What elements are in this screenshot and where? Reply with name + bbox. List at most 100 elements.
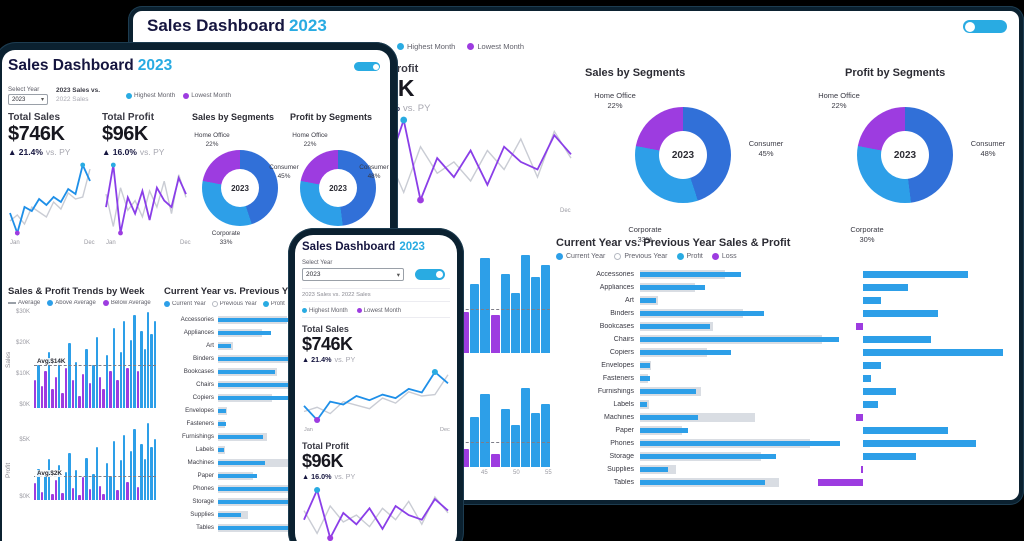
category-row[interactable]: Paper [556, 424, 1010, 437]
compare-row: 2023 Sales vs. 2022 Sales [302, 288, 450, 302]
loss-dot [711, 253, 719, 260]
week-bar [64, 367, 68, 408]
profit-by-month-chart[interactable] [300, 485, 452, 541]
line-chart-svg [386, 116, 572, 204]
week-tick-45: 45 [481, 470, 488, 476]
category-label: Labels [195, 446, 214, 453]
sales-by-month-chart[interactable] [300, 367, 452, 425]
category-row[interactable]: Labels [164, 443, 390, 456]
current-year-bar [218, 369, 275, 374]
weekly-legend[interactable]: Average Above Average Below Average [8, 300, 151, 306]
month-legend[interactable]: Highest Month Lowest Month [397, 42, 524, 51]
category-row[interactable]: Machines [556, 411, 1010, 424]
week-bar [61, 392, 64, 408]
category-bar-chart[interactable]: Accessories Appliances Art Binders Bookcases… [164, 313, 390, 534]
category-row[interactable]: Art [164, 339, 390, 352]
category-row[interactable]: Binders [556, 307, 1010, 320]
category-row[interactable]: Storage [164, 495, 390, 508]
profit-segments-donut[interactable]: 2023 [300, 150, 376, 226]
current-year-bar [218, 512, 242, 517]
sales-bar-track [218, 315, 381, 324]
sales-bar-track [640, 478, 840, 487]
week-bar [102, 389, 105, 408]
legend-lowest-month: Lowest Month [183, 92, 231, 99]
category-row[interactable]: Tables [164, 521, 390, 534]
category-row[interactable]: Fasteners [164, 417, 390, 430]
category-row[interactable]: Fasteners [556, 372, 1010, 385]
week-bar [140, 443, 143, 500]
category-row[interactable]: Accessories [164, 313, 390, 326]
total-sales-value: $746K [8, 123, 65, 145]
highest-month-marker [80, 162, 86, 168]
month-legend[interactable]: Highest Month Lowest Month [126, 92, 231, 99]
year-dropdown[interactable]: 2023 ▾ [302, 268, 404, 281]
category-row[interactable]: Storage [556, 450, 1010, 463]
theme-toggle[interactable] [963, 20, 1007, 33]
legend-highest-month: Highest Month [397, 42, 455, 51]
week-bar [122, 321, 126, 408]
week-bar [105, 355, 109, 408]
legend-previous-year: Previous Year [614, 253, 668, 260]
week-bar [85, 458, 88, 500]
profit-by-month-chart[interactable] [102, 160, 190, 238]
profit-by-month-chart[interactable] [383, 115, 575, 205]
category-row[interactable]: Tables [556, 476, 1010, 489]
compare-current: 2023 Sales vs. [56, 87, 101, 94]
week-bar [47, 352, 51, 408]
category-row[interactable]: Phones [556, 437, 1010, 450]
profit-segments-donut[interactable]: 2023 [857, 107, 953, 203]
week-bar [57, 465, 61, 500]
category-row[interactable]: Labels [556, 398, 1010, 411]
category-row[interactable]: Furnishings [556, 385, 1010, 398]
weekly-profit-chart[interactable] [34, 422, 157, 500]
month-legend[interactable]: Highest Month Lowest Month [302, 304, 450, 318]
sales-segments-donut[interactable]: 2023 [202, 150, 278, 226]
category-row[interactable]: Supplies [556, 463, 1010, 476]
sales-segments-title: Sales by Segments [585, 67, 686, 79]
category-label: Tables [196, 524, 214, 531]
week-bar [44, 370, 47, 408]
category-row[interactable]: Envelopes [164, 404, 390, 417]
category-label: Accessories [596, 271, 634, 278]
year-dropdown[interactable]: 2023 ▾ [8, 94, 48, 105]
toggle-knob [965, 21, 975, 32]
profit-bar [863, 440, 976, 447]
category-row[interactable]: Chairs [556, 333, 1010, 346]
legend-lowest-month: Lowest Month [356, 308, 401, 314]
category-row[interactable]: Art [556, 294, 1010, 307]
bar-chart-legend[interactable]: Current Year Previous Year Profit Loss [556, 253, 737, 260]
weekly-sales-chart[interactable] [34, 312, 157, 408]
category-row[interactable]: Copiers [556, 346, 1010, 359]
category-row[interactable]: Binders [164, 352, 390, 365]
week-bar [510, 425, 520, 467]
week-bar [129, 450, 133, 500]
theme-toggle[interactable] [354, 62, 380, 71]
week-bar [500, 409, 510, 467]
sales-bar-track [640, 296, 840, 305]
category-row[interactable]: Paper [164, 469, 390, 482]
category-row[interactable]: Supplies [164, 508, 390, 521]
category-row[interactable]: Accessories [556, 268, 1010, 281]
week-bar [109, 370, 112, 408]
select-year-label: Select Year [302, 260, 333, 266]
category-bar-chart[interactable]: Accessories Appliances Art Binders Bookcases… [556, 268, 1010, 489]
sales-segments-donut[interactable]: 2023 [635, 107, 731, 203]
segment-label-consumer: Consumer 48% [359, 164, 389, 180]
week-bar [75, 470, 78, 500]
sales-by-month-chart[interactable] [6, 160, 94, 238]
category-row[interactable]: Copiers [164, 391, 390, 404]
category-row[interactable]: Bookcases [556, 320, 1010, 333]
segment-label-corporate: Corporate 33% [211, 230, 241, 246]
theme-toggle[interactable] [415, 269, 445, 280]
category-row[interactable]: Appliances [556, 281, 1010, 294]
category-row[interactable]: Machines [164, 456, 390, 469]
week-bar [146, 312, 150, 408]
category-label: Envelopes [601, 362, 634, 369]
category-row[interactable]: Appliances [164, 326, 390, 339]
page-title: Sales Dashboard 2023 [8, 57, 173, 74]
category-row[interactable]: Envelopes [556, 359, 1010, 372]
week-bar [40, 386, 44, 408]
week-bar [81, 477, 85, 500]
category-row[interactable]: Furnishings [164, 430, 390, 443]
category-row[interactable]: Bookcases [164, 365, 390, 378]
